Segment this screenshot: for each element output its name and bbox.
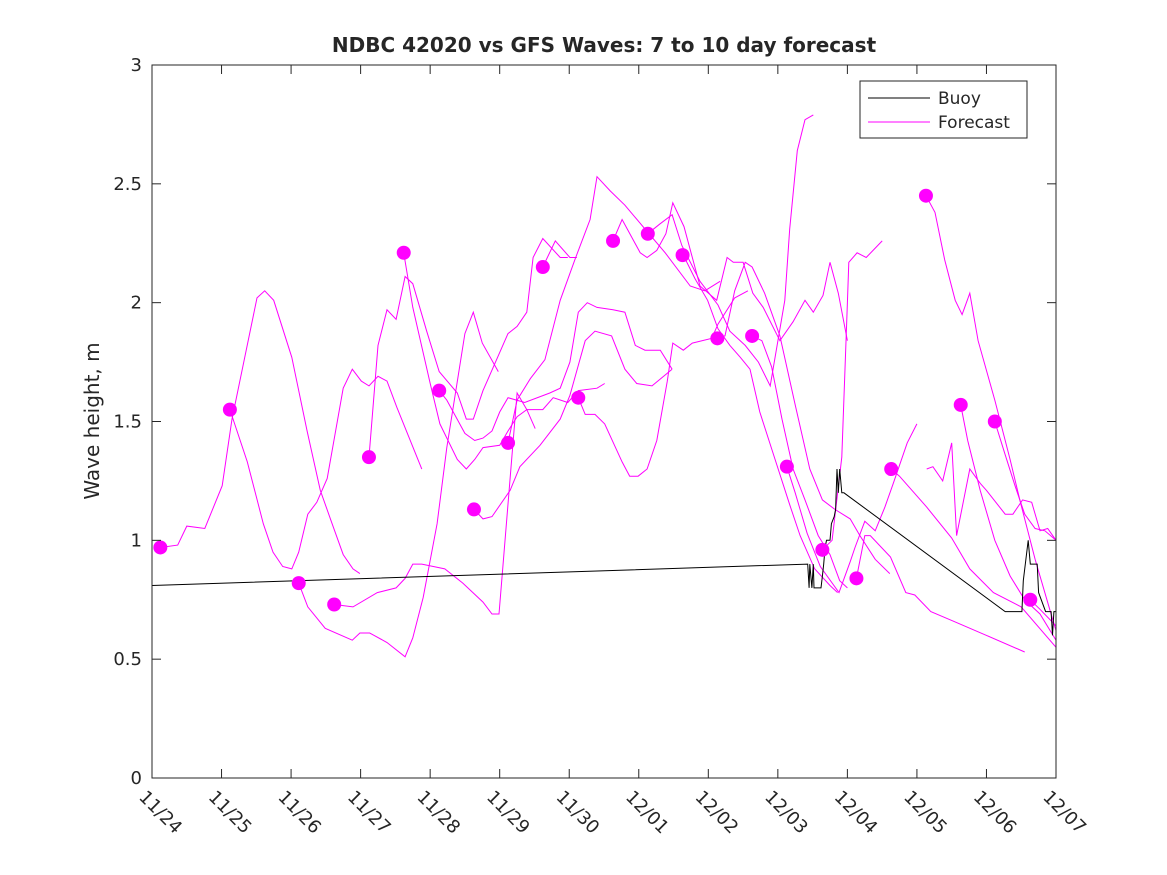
forecast-start-point-3: [327, 597, 342, 612]
x-tick-label: 11/30: [552, 787, 604, 839]
forecast-start-point-20: [918, 188, 933, 203]
forecast-start-point-2: [291, 576, 306, 591]
forecast-line-16: [786, 423, 918, 594]
forecast-start-point-15: [745, 328, 760, 343]
forecast-line-12: [647, 114, 814, 388]
forecast-start-point-8: [501, 435, 516, 450]
forecast-start-point-11: [606, 233, 621, 248]
forecast-line-17: [822, 240, 883, 551]
forecast-start-point-5: [396, 245, 411, 260]
forecast-start-point-6: [432, 383, 447, 398]
x-tick-label: 11/28: [413, 787, 465, 839]
legend-box: [859, 80, 1028, 139]
forecast-start-point-10: [571, 390, 586, 405]
y-tick-label: 0: [131, 768, 142, 789]
x-tick-label: 12/03: [760, 787, 812, 839]
x-tick-label: 11/24: [134, 787, 186, 839]
forecast-line-20: [925, 195, 1056, 631]
forecast-line-1: [229, 368, 423, 570]
forecast-start-point-0: [153, 540, 168, 555]
y-tick-label: 3: [131, 55, 142, 76]
forecast-line-13: [682, 254, 838, 593]
forecast-start-point-16: [779, 459, 794, 474]
forecast-start-point-23: [1023, 592, 1038, 607]
forecast-line-2: [298, 310, 499, 658]
forecast-start-point-13: [675, 248, 690, 263]
forecast-line-22: [994, 421, 1056, 541]
y-tick-label: 1: [131, 530, 142, 551]
forecast-line-4: [368, 237, 568, 458]
x-tick-label: 11/26: [274, 787, 326, 839]
plot-area: [152, 65, 1056, 778]
forecast-start-point-12: [640, 226, 655, 241]
y-tick-label: 0.5: [113, 649, 142, 670]
forecast-line-15: [751, 335, 848, 589]
x-tick-label: 12/01: [621, 787, 673, 839]
y-axis-label: Wave height, m: [80, 342, 104, 499]
x-tick-label: 12/05: [899, 787, 951, 839]
x-tick-label: 11/27: [343, 787, 395, 839]
forecast-start-point-19: [884, 462, 899, 477]
x-tick-label: 11/29: [482, 787, 534, 839]
forecast-line-21: [960, 404, 1056, 641]
forecast-start-point-1: [222, 402, 237, 417]
x-tick-label: 11/25: [204, 787, 256, 839]
forecast-line-9: [542, 240, 577, 268]
forecast-start-point-7: [466, 502, 481, 517]
forecast-line-18: [855, 535, 1025, 653]
forecast-start-point-4: [361, 450, 376, 465]
y-tick-label: 2: [131, 293, 142, 314]
forecast-line-24: [926, 442, 1056, 541]
forecast-line-11: [612, 201, 848, 342]
forecast-start-point-21: [953, 397, 968, 412]
forecast-line-6: [438, 302, 673, 442]
legend: Buoy Forecast: [859, 80, 1028, 139]
buoy-line: [152, 468, 1056, 636]
forecast-start-point-17: [815, 542, 830, 557]
x-tick-label: 12/04: [830, 787, 882, 839]
forecast-start-point-9: [535, 260, 550, 275]
forecast-line-0: [160, 290, 361, 575]
forecast-line-3: [334, 391, 536, 615]
forecast-start-point-14: [710, 331, 725, 346]
legend-forecast-label: Forecast: [938, 113, 1010, 133]
forecast-line-8: [507, 175, 721, 444]
x-tick-label: 12/02: [691, 787, 743, 839]
legend-buoy-label: Buoy: [938, 89, 981, 109]
x-tick-label: 12/06: [969, 787, 1021, 839]
forecast-line-19: [890, 468, 1056, 648]
chart-title: NDBC 42020 vs GFS Waves: 7 to 10 day for…: [332, 33, 877, 57]
forecast-start-point-22: [987, 414, 1002, 429]
x-tick-label: 12/07: [1038, 787, 1090, 839]
forecast-start-point-18: [849, 571, 864, 586]
y-tick-label: 1.5: [113, 412, 142, 433]
forecast-line-7: [473, 330, 673, 520]
forecast-line-14: [717, 261, 891, 574]
y-tick-label: 2.5: [113, 174, 142, 195]
